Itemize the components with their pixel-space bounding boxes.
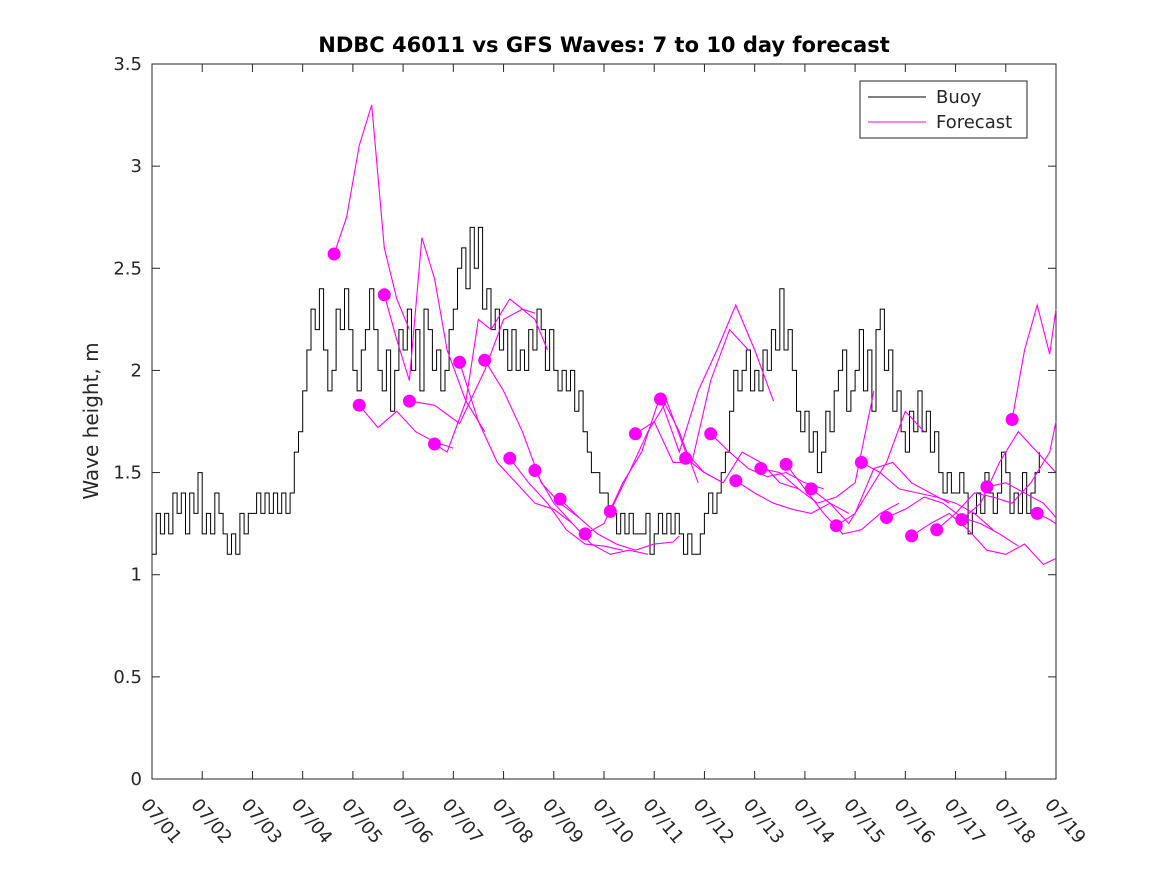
forecast-line-8: [509, 457, 623, 551]
forecast-line-16: [710, 433, 824, 490]
y-tick-label: 3: [131, 156, 142, 177]
forecast-line-6: [459, 362, 573, 525]
forecast-line-10: [559, 498, 680, 551]
y-tick-label: 0.5: [113, 667, 142, 688]
forecast-line-24: [911, 512, 1057, 566]
forecast-markers: [327, 247, 1044, 543]
forecast-marker-24: [905, 529, 919, 543]
forecast-marker-11: [578, 527, 592, 541]
y-tick-label: 0: [131, 769, 142, 790]
y-tick-label: 2.5: [113, 258, 142, 279]
buoy-series: [152, 226, 1040, 555]
legend-buoy-label: Buoy: [936, 87, 982, 108]
forecast-marker-2: [352, 398, 366, 412]
forecast-line-11: [584, 393, 699, 535]
buoy-line: [152, 226, 1040, 555]
forecast-marker-6: [453, 355, 467, 369]
forecast-line-4: [409, 308, 549, 425]
forecast-marker-17: [729, 474, 743, 488]
forecast-line-1: [333, 104, 410, 330]
forecast-line-9: [534, 470, 649, 555]
forecast-marker-22: [854, 455, 868, 469]
forecast-marker-4: [402, 394, 416, 408]
forecast-marker-3: [377, 288, 391, 302]
legend-box: [859, 80, 1028, 139]
forecast-line-23: [886, 496, 1019, 547]
chart-title: NDBC 46011 vs GFS Waves: 7 to 10 day for…: [318, 33, 889, 57]
axes-box: [151, 63, 1057, 780]
forecast-marker-14: [654, 392, 667, 406]
forecast-line-5: [434, 298, 536, 453]
y-tick-label: 3.5: [113, 54, 142, 75]
legend-forecast-label: Forecast: [936, 112, 1012, 133]
legend: Buoy Forecast: [859, 80, 1028, 139]
forecast-line-27: [986, 482, 1057, 518]
forecast-line-3: [383, 237, 486, 432]
forecast-marker-29: [1030, 506, 1044, 520]
forecast-marker-26: [955, 513, 969, 527]
forecast-marker-27: [980, 480, 994, 494]
forecast-series-group: [333, 104, 1057, 566]
forecast-marker-12: [603, 504, 617, 518]
forecast-marker-16: [704, 427, 718, 441]
forecast-marker-13: [628, 427, 642, 441]
y-tick-label: 1.5: [113, 463, 142, 484]
forecast-line-20: [810, 410, 925, 525]
forecast-marker-23: [880, 511, 893, 524]
forecast-line-21: [835, 461, 950, 527]
forecast-marker-21: [829, 519, 843, 533]
forecast-line-15: [685, 451, 799, 490]
forecast-line-7: [484, 359, 580, 518]
forecast-marker-19: [779, 457, 793, 471]
forecast-marker-20: [804, 482, 818, 496]
forecast-marker-28: [1005, 413, 1019, 426]
y-tick-label: 2: [131, 360, 142, 381]
forecast-marker-5: [428, 437, 441, 451]
forecast-marker-25: [930, 523, 944, 537]
plot-area: 07/01 07/02 07/03 07/04 07/05 07/06 07/07 07/08…: [113, 54, 1089, 848]
y-tick-label: 1: [131, 565, 142, 586]
forecast-marker-9: [528, 464, 542, 477]
y-axis-label: Wave height, m: [79, 342, 103, 499]
forecast-line-14: [659, 303, 775, 454]
forecast-line-26: [961, 430, 1057, 521]
forecast-line-25: [936, 421, 1057, 531]
forecast-marker-8: [503, 451, 517, 465]
y-axis: 0 0.5 1 1.5 2 2.5 3 3.5: [113, 54, 1056, 790]
forecast-line-13: [635, 328, 749, 463]
forecast-line-28: [1011, 302, 1057, 420]
forecast-marker-15: [679, 451, 693, 465]
forecast-marker-18: [754, 462, 768, 475]
forecast-line-18: [760, 390, 875, 504]
forecast-marker-10: [553, 492, 567, 506]
forecast-marker-1: [327, 247, 341, 261]
forecast-marker-7: [478, 353, 492, 367]
